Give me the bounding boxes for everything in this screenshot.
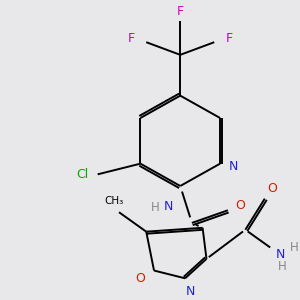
Text: H: H — [290, 241, 298, 254]
Text: H: H — [278, 260, 286, 273]
Text: O: O — [136, 272, 146, 285]
Text: N: N — [276, 248, 285, 260]
Text: F: F — [128, 32, 135, 45]
Text: N: N — [229, 160, 238, 173]
Text: N: N — [185, 285, 195, 298]
Text: N: N — [164, 200, 173, 213]
Text: H: H — [151, 201, 159, 214]
Text: CH₃: CH₃ — [105, 196, 124, 206]
Text: O: O — [236, 199, 245, 212]
Text: Cl: Cl — [76, 168, 88, 181]
Text: F: F — [177, 4, 184, 18]
Text: O: O — [268, 182, 278, 195]
Text: F: F — [225, 32, 233, 45]
